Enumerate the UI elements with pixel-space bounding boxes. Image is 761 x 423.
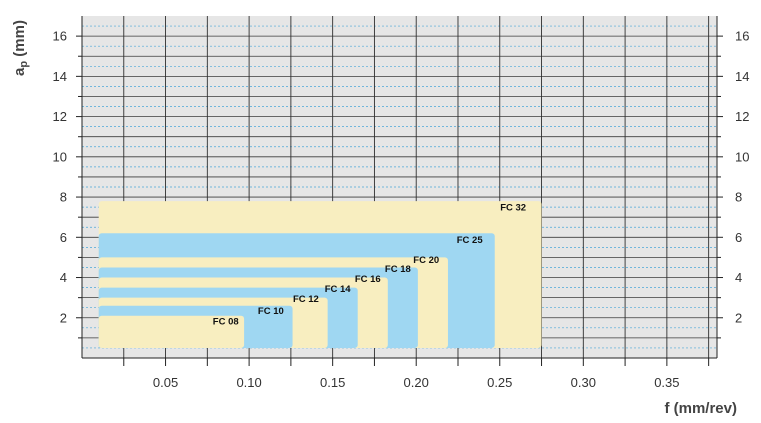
y-axis-title-main: a <box>11 67 28 76</box>
x-axis-title: f (mm/rev) <box>664 400 737 417</box>
y-tick-label-left: 4 <box>60 270 67 285</box>
y-tick-label-right: 4 <box>735 270 742 285</box>
y-tick-label-right: 6 <box>735 230 742 245</box>
y-axis-title: ap (mm) <box>11 20 30 76</box>
x-tick-label: 0.15 <box>320 375 345 390</box>
region-label-fc-14: FC 14 <box>325 284 352 295</box>
region-label-fc-20: FC 20 <box>413 255 439 266</box>
region-label-fc-12: FC 12 <box>293 294 319 305</box>
x-tick-label: 0.05 <box>153 375 178 390</box>
y-tick-label-left: 8 <box>60 190 67 205</box>
y-tick-label-left: 2 <box>60 310 67 325</box>
application-regions <box>98 201 542 348</box>
y-tick-label-left: 16 <box>53 29 67 44</box>
x-tick-label: 0.30 <box>571 375 596 390</box>
y-tick-label-left: 6 <box>60 230 67 245</box>
axes-layer: 2 2 4 4 6 6 8 8 10 10 12 12 14 14 16 16 0.05 0.10 0.15 0.20… <box>53 16 749 390</box>
x-tick-label: 0.25 <box>487 375 512 390</box>
y-tick-label-left: 10 <box>53 149 67 164</box>
region-label-fc-32: FC 32 <box>500 203 526 214</box>
y-tick-label-right: 2 <box>735 310 742 325</box>
y-tick-label-right: 10 <box>735 149 749 164</box>
y-axis-title-unit: (mm) <box>11 20 28 61</box>
region-label-fc-18: FC 18 <box>385 264 411 275</box>
y-axis-title-subscript: p <box>18 61 30 68</box>
y-tick-label-left: 14 <box>53 69 67 84</box>
x-tick-label: 0.10 <box>236 375 261 390</box>
y-tick-label-left: 12 <box>53 109 67 124</box>
region-label-fc-25: FC 25 <box>457 235 484 246</box>
y-tick-label-right: 8 <box>735 190 742 205</box>
region-fc-08 <box>98 315 245 348</box>
x-tick-label: 0.20 <box>404 375 429 390</box>
region-label-fc-10: FC 10 <box>258 306 284 317</box>
y-tick-label-right: 14 <box>735 69 749 84</box>
y-tick-label-right: 12 <box>735 109 749 124</box>
region-label-fc-08: FC 08 <box>213 316 239 327</box>
x-tick-label: 0.35 <box>654 375 679 390</box>
region-label-fc-16: FC 16 <box>355 274 381 285</box>
y-tick-label-right: 16 <box>735 29 749 44</box>
